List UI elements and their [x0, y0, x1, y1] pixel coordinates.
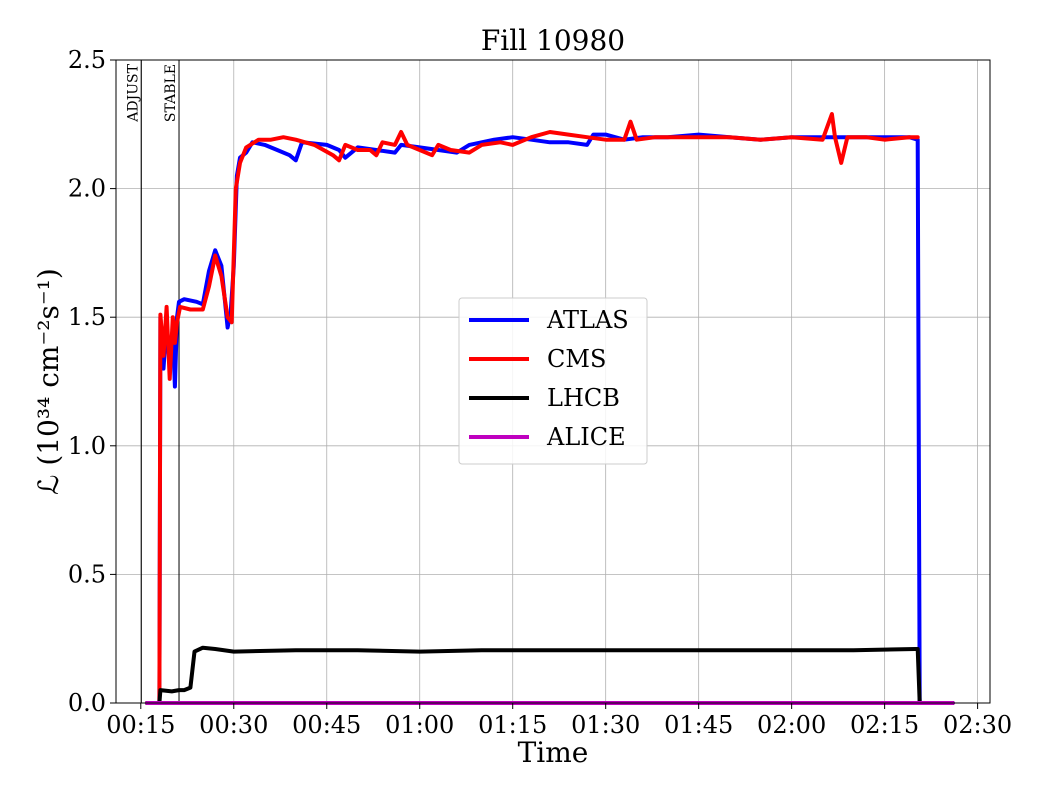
- legend-label-alice: ALICE: [546, 423, 626, 451]
- x-tick-label: 02:15: [850, 711, 919, 739]
- series-line-cms: [145, 112, 920, 705]
- plot-frame: [115, 59, 991, 704]
- marker-label-stable: STABLE: [163, 64, 179, 122]
- legend-label-atlas: ATLAS: [546, 306, 629, 334]
- y-tick-label: 1.0: [68, 432, 106, 460]
- y-tick-label: 1.5: [68, 303, 106, 331]
- y-tick-label: 0.0: [68, 689, 106, 717]
- legend-box: [458, 297, 648, 465]
- series-line-atlas: [145, 132, 955, 705]
- y-tick-label: 2.5: [68, 46, 106, 74]
- x-tick-label: 00:30: [199, 711, 268, 739]
- x-tick-label: 01:15: [478, 711, 547, 739]
- y-axis-title: ℒ (10³⁴ cm⁻²s⁻¹): [32, 268, 65, 495]
- x-tick-label: 01:30: [571, 711, 640, 739]
- x-tick-label: 02:00: [757, 711, 826, 739]
- series-line-lhcb: [145, 645, 955, 705]
- phase-markers: ADJUST STABLE: [125, 60, 180, 703]
- x-tick-label: 00:45: [292, 711, 361, 739]
- x-axis-title: Time: [518, 736, 589, 769]
- legend: ATLAS CMS LHCB ALICE: [458, 297, 648, 465]
- y-tick-label: 0.5: [68, 560, 106, 588]
- x-tick-label: 02:30: [943, 711, 1012, 739]
- chart-title: Fill 10980: [481, 24, 625, 57]
- x-tick-label: 01:45: [664, 711, 733, 739]
- marker-label-adjust: ADJUST: [125, 63, 141, 122]
- y-tick-label: 2.0: [68, 175, 106, 203]
- x-tick-label: 01:00: [385, 711, 454, 739]
- x-tick-label: 00:15: [106, 711, 175, 739]
- legend-label-cms: CMS: [547, 345, 606, 373]
- axis-ticks: 00:15 00:30 00:45 01:00 01:15 01:30 01:45 02:00…: [68, 46, 1012, 739]
- legend-label-lhcb: LHCB: [547, 384, 620, 412]
